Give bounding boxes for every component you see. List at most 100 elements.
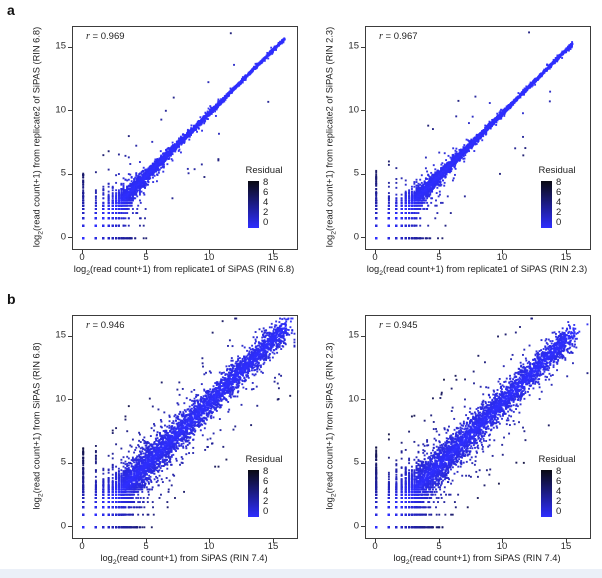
x-axis-title-subscript: 2 [405, 558, 410, 566]
panel-label: a [7, 2, 15, 18]
x-axis-tick-label: 10 [496, 541, 508, 552]
x-axis-title: log2(read count+1) from SiPAS (RIN 7.4) [393, 553, 560, 566]
scatter-points-canvas [73, 27, 297, 249]
y-axis-tick-label: 15 [348, 40, 359, 52]
x-axis-tick-mark [566, 539, 567, 543]
x-axis-tick-label: 15 [267, 541, 279, 552]
correlation-value: = 0.967 [382, 31, 418, 42]
x-axis-title: log2(read count+1) from replicate1 of Si… [74, 264, 294, 277]
y-axis-tick-mark [361, 336, 365, 337]
x-axis-tick-mark [566, 250, 567, 254]
residual-colorbar [248, 181, 259, 228]
residual-legend-tick: 4 [263, 486, 269, 497]
residual-legend-tick: 8 [263, 466, 269, 477]
y-axis-title-rest: (read count+1) from SiPAS (RIN 6.8) [31, 342, 42, 494]
y-axis-title-subscript: 2 [37, 493, 45, 498]
x-axis-title-prefix: log [100, 553, 113, 563]
x-axis-tick-label: 5 [436, 252, 442, 263]
x-axis-tick-mark [375, 250, 376, 254]
scatter-points-canvas [73, 316, 297, 538]
x-axis-tick-label: 0 [372, 252, 378, 263]
y-axis-title-rest: (read count+1) from SiPAS (RIN 2.3) [324, 342, 335, 494]
x-axis-title-subscript: 2 [86, 269, 91, 277]
residual-legend-title: Residual [245, 454, 283, 465]
y-axis-tick-label: 0 [60, 520, 66, 532]
residual-legend-tick: 0 [556, 217, 562, 228]
residual-legend-tick: 4 [263, 197, 269, 208]
correlation-label: r = 0.946 [86, 320, 125, 331]
x-axis-title: log2(read count+1) from replicate1 of Si… [367, 264, 587, 277]
residual-legend-tick: 6 [263, 187, 269, 198]
y-axis-tick-label: 5 [60, 456, 66, 468]
x-axis-title-prefix: log [393, 553, 406, 563]
x-axis-tick-label: 15 [560, 252, 572, 263]
y-axis-tick-label: 5 [60, 167, 66, 179]
y-axis-tick-mark [361, 174, 365, 175]
residual-legend-title: Residual [538, 165, 576, 176]
x-axis-tick-label: 5 [143, 252, 149, 263]
scatter-panel: log2(read count+1) from replicate2 of Si… [293, 0, 594, 289]
y-axis-tick-label: 0 [353, 231, 359, 243]
correlation-symbol: r [379, 31, 383, 42]
y-axis-tick-label: 15 [55, 40, 66, 52]
x-axis-tick-mark [375, 539, 376, 543]
correlation-symbol: r [379, 320, 383, 331]
residual-legend-tick: 4 [556, 486, 562, 497]
residual-legend-title: Residual [538, 454, 576, 465]
x-axis-tick-mark [82, 250, 83, 254]
residual-colorbar [248, 470, 259, 517]
x-axis-tick-mark [502, 250, 503, 254]
y-axis-tick-mark [361, 237, 365, 238]
y-axis-tick-label: 10 [55, 393, 66, 405]
y-axis-tick-label: 15 [348, 329, 359, 341]
x-axis-tick-label: 10 [203, 541, 215, 552]
x-axis-title-prefix: log [366, 264, 380, 274]
y-axis-tick-label: 10 [348, 393, 359, 405]
x-axis-title-prefix: log [73, 264, 87, 274]
x-axis-tick-mark [273, 539, 274, 543]
background-strip [0, 569, 602, 578]
y-axis-tick-mark [361, 47, 365, 48]
x-axis-tick-mark [209, 250, 210, 254]
plot-frame: r = 0.967 Residual 8 6 4 2 0 [361, 26, 591, 254]
residual-legend-tick: 6 [556, 187, 562, 198]
x-axis-tick-label: 0 [372, 541, 378, 552]
y-axis-tick-label: 10 [348, 104, 359, 116]
y-axis-tick-mark [68, 336, 72, 337]
y-axis-title: log2(read count+1) from replicate2 of Si… [325, 27, 338, 247]
y-axis-title-rest: (read count+1) from replicate2 of SiPAS … [324, 26, 335, 231]
residual-legend-tick: 6 [556, 476, 562, 487]
residual-legend-tick: 8 [263, 177, 269, 188]
residual-legend-tick: 4 [556, 197, 562, 208]
x-axis-title-rest: (read count+1) from SiPAS (RIN 7.4) [409, 553, 561, 563]
x-axis-tick-label: 0 [79, 541, 85, 552]
x-axis-title-rest: (read count+1) from replicate1 of SiPAS … [383, 264, 588, 274]
x-axis-tick-label: 5 [143, 541, 149, 552]
y-axis-tick-label: 5 [353, 167, 359, 179]
y-axis-tick-mark [68, 399, 72, 400]
x-axis-tick-mark [439, 539, 440, 543]
x-axis-tick-label: 10 [496, 252, 508, 263]
y-axis-title-prefix: log [324, 234, 335, 248]
y-axis-tick-mark [361, 463, 365, 464]
x-axis-tick-mark [273, 250, 274, 254]
x-axis-title-rest: (read count+1) from replicate1 of SiPAS … [90, 264, 295, 274]
x-axis-tick-label: 0 [79, 252, 85, 263]
y-axis-tick-mark [361, 399, 365, 400]
y-axis-tick-mark [68, 47, 72, 48]
y-axis-tick-mark [68, 110, 72, 111]
y-axis-tick-mark [68, 237, 72, 238]
correlation-value: = 0.969 [89, 31, 125, 42]
y-axis-tick-label: 0 [60, 231, 66, 243]
y-axis-title-prefix: log [324, 497, 335, 510]
x-axis-tick-label: 15 [560, 541, 572, 552]
correlation-symbol: r [86, 31, 90, 42]
y-axis-title: log2(read count+1) from replicate2 of Si… [32, 27, 45, 247]
x-axis-tick-mark [439, 250, 440, 254]
x-axis-tick-mark [209, 539, 210, 543]
plot-frame: r = 0.969 Residual 8 6 4 2 0 [68, 26, 298, 254]
residual-legend-tick: 0 [263, 217, 269, 228]
y-axis-tick-label: 5 [353, 456, 359, 468]
y-axis-title: log2(read count+1) from SiPAS (RIN 2.3) [325, 342, 338, 509]
